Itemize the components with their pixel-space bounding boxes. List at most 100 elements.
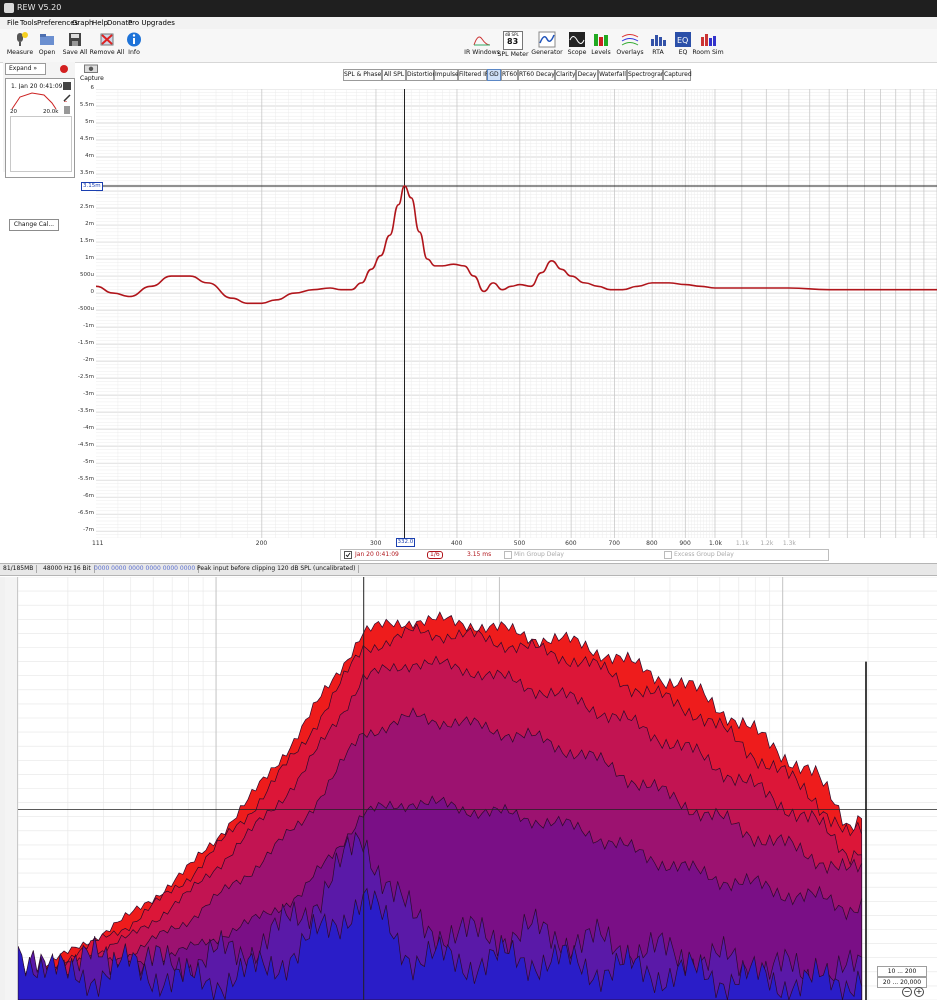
tab-decay[interactable]: Decay	[576, 69, 598, 81]
ir-windows-icon	[473, 31, 491, 48]
measurements-panel: Expand » 1. Jan 20 0:41:09 20 20.0k Chan…	[3, 62, 75, 172]
cursor-x-readout: 332.0	[396, 538, 416, 547]
peak-input-status: Peak input before clipping 120 dB SPL (u…	[194, 565, 359, 573]
excess-group-delay-checkbox[interactable]	[664, 551, 672, 559]
x-tick-label: 500	[514, 540, 525, 547]
x-tick-label: 700	[609, 540, 620, 547]
excess-group-delay-label: Excess Group Delay	[674, 551, 734, 558]
y-tick-label: -4.5m	[70, 442, 94, 448]
zoom-in-icon[interactable]: +	[914, 987, 924, 997]
y-tick-label: -500u	[70, 306, 94, 312]
menu-bar: File Tools Preferences Graph Help Donate…	[0, 17, 937, 29]
expand-button[interactable]: Expand »	[5, 63, 46, 75]
generator-icon	[538, 31, 556, 48]
x-tick-label: 1.2k	[760, 540, 773, 547]
y-tick-label: 5.5m	[70, 102, 94, 108]
tab-gd[interactable]: GD	[487, 69, 501, 81]
y-tick-label: -3.5m	[70, 408, 94, 414]
title-bar: REW V5.20	[0, 0, 937, 17]
toolbar: Measure Open Save All Remove All Info IR…	[0, 29, 937, 63]
y-tick-label: -2.5m	[70, 374, 94, 380]
x-tick-label: 1.1k	[736, 540, 749, 547]
menu-pro-upgrades[interactable]: Pro Upgrades	[128, 19, 175, 27]
status-bar: 81/185MB 48000 Hz 16 Bit 0000 0000 0000 …	[0, 563, 937, 576]
cursor-y-readout: 3.15m	[81, 182, 103, 191]
min-group-delay-checkbox[interactable]	[504, 551, 512, 559]
y-tick-label: -7m	[70, 527, 94, 533]
group-delay-chart[interactable]	[96, 89, 937, 538]
y-tick-label: -4m	[70, 425, 94, 431]
check-icon	[345, 552, 351, 558]
y-tick-label: -5.5m	[70, 476, 94, 482]
x-tick-label: 200	[256, 540, 267, 547]
y-tick-label: 4.5m	[70, 136, 94, 142]
y-tick-label: -3m	[70, 391, 94, 397]
camera-icon	[84, 63, 98, 73]
y-tick-label: 5m	[70, 119, 94, 125]
info-icon	[125, 31, 143, 48]
min-group-delay-label: Min Group Delay	[514, 551, 564, 558]
tab-captured[interactable]: Captured	[663, 69, 691, 81]
tab-all-spl[interactable]: All SPL	[382, 69, 406, 81]
y-tick-label: 4m	[70, 153, 94, 159]
range-high-label: 20.0k	[43, 109, 58, 115]
menu-graph[interactable]: Graph	[72, 19, 93, 27]
y-tick-label: 3.5m	[70, 170, 94, 176]
series-checkbox[interactable]	[344, 551, 352, 559]
y-tick-label: 6	[70, 85, 94, 91]
measurement-notes-box	[10, 116, 72, 172]
x-tick-label: 600	[565, 540, 576, 547]
waterfall-y-axis	[5, 577, 18, 1000]
graph-legend: Jan 20 0:41:09 1/6 3.15 ms Min Group Del…	[340, 549, 829, 561]
capture-button[interactable]: Capture	[80, 63, 102, 82]
app-logo-icon	[4, 3, 14, 13]
measurement-thumbnail	[10, 89, 58, 111]
tab-filtered-ir[interactable]: Filtered IR	[458, 69, 487, 81]
folder-open-icon	[38, 31, 56, 48]
tab-rt60[interactable]: RT60	[501, 69, 518, 81]
close-measurement-icon[interactable]	[60, 65, 68, 73]
measurement-card[interactable]: 1. Jan 20 0:41:09 20 20.0k	[5, 78, 75, 178]
y-tick-label: -2m	[70, 357, 94, 363]
x-tick-label: 900	[679, 540, 690, 547]
room-sim-button[interactable]: Room Sim	[688, 31, 728, 56]
zoom-out-icon[interactable]: −	[902, 987, 912, 997]
tab-spl-phase[interactable]: SPL & Phase	[343, 69, 382, 81]
tab-distortion[interactable]: Distortion	[406, 69, 434, 81]
x-tick-label: 1.0k	[709, 540, 722, 547]
y-tick-label: 2m	[70, 221, 94, 227]
y-tick-label: -6m	[70, 493, 94, 499]
tab-waterfall[interactable]: Waterfall	[598, 69, 627, 81]
x-tick-label: 111	[92, 540, 103, 547]
menu-file[interactable]: File	[7, 19, 19, 27]
waterfall-chart[interactable]	[18, 577, 937, 1000]
x-tick-label: 1.3k	[783, 540, 796, 547]
menu-help[interactable]: Help	[92, 19, 108, 27]
y-tick-label: 0	[70, 289, 94, 295]
x-tick-label: 300	[370, 540, 381, 547]
tab-rt60-decay[interactable]: RT60 Decay	[518, 69, 555, 81]
levels-icon	[592, 31, 610, 48]
tab-clarity[interactable]: Clarity	[555, 69, 576, 81]
overlays-icon	[621, 31, 639, 48]
cursor-value: 3.15 ms	[467, 551, 491, 558]
input-meter: 0000 0000 0000 0000 0000 0000	[91, 565, 199, 573]
svg-text:EQ: EQ	[677, 36, 688, 45]
y-tick-label: 2.5m	[70, 204, 94, 210]
edit-pen-icon[interactable]	[63, 94, 71, 102]
tab-spectrogram[interactable]: Spectrogram	[627, 69, 663, 81]
menu-tools[interactable]: Tools	[20, 19, 37, 27]
range-low-label: 20	[10, 109, 17, 115]
spl-meter-icon: dB SPL 83	[503, 31, 523, 50]
x-tick-label: 400	[451, 540, 462, 547]
memory-status: 81/185MB	[0, 565, 37, 573]
y-tick-label: 1.5m	[70, 238, 94, 244]
change-cal-button[interactable]: Change Cal...	[9, 219, 59, 231]
info-button[interactable]: Info	[114, 31, 154, 56]
range-10-200-button[interactable]: 10 ... 200	[877, 966, 927, 977]
x-tick-label: 800	[646, 540, 657, 547]
y-tick-label: -1.5m	[70, 340, 94, 346]
smoothing-badge[interactable]: 1/6	[427, 551, 443, 559]
window-title: REW V5.20	[17, 3, 61, 12]
tab-impulse[interactable]: Impulse	[434, 69, 458, 81]
